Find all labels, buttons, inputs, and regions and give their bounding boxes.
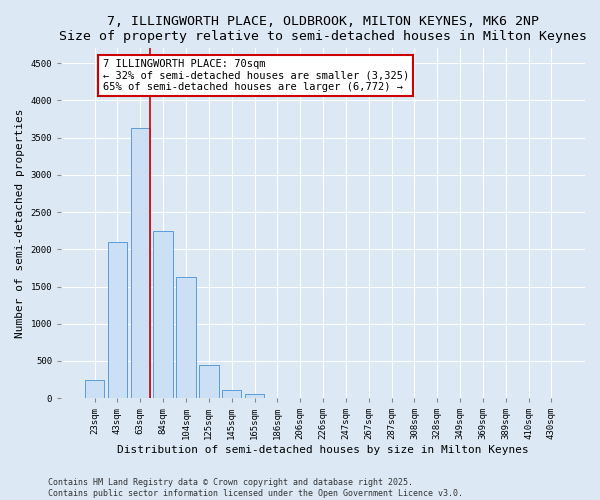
Bar [131, 128, 150, 398]
Bar [154, 230, 173, 398]
X-axis label: Distribution of semi-detached houses by size in Milton Keynes: Distribution of semi-detached houses by … [117, 445, 529, 455]
Bar [176, 277, 196, 398]
Bar [199, 364, 218, 398]
Title: 7, ILLINGWORTH PLACE, OLDBROOK, MILTON KEYNES, MK6 2NP
Size of property relative: 7, ILLINGWORTH PLACE, OLDBROOK, MILTON K… [59, 15, 587, 43]
Bar [222, 390, 241, 398]
Text: Contains HM Land Registry data © Crown copyright and database right 2025.
Contai: Contains HM Land Registry data © Crown c… [48, 478, 463, 498]
Bar [245, 394, 264, 398]
Bar [85, 380, 104, 398]
Y-axis label: Number of semi-detached properties: Number of semi-detached properties [15, 108, 25, 338]
Text: 7 ILLINGWORTH PLACE: 70sqm
← 32% of semi-detached houses are smaller (3,325)
65%: 7 ILLINGWORTH PLACE: 70sqm ← 32% of semi… [103, 59, 409, 92]
Bar [108, 242, 127, 398]
